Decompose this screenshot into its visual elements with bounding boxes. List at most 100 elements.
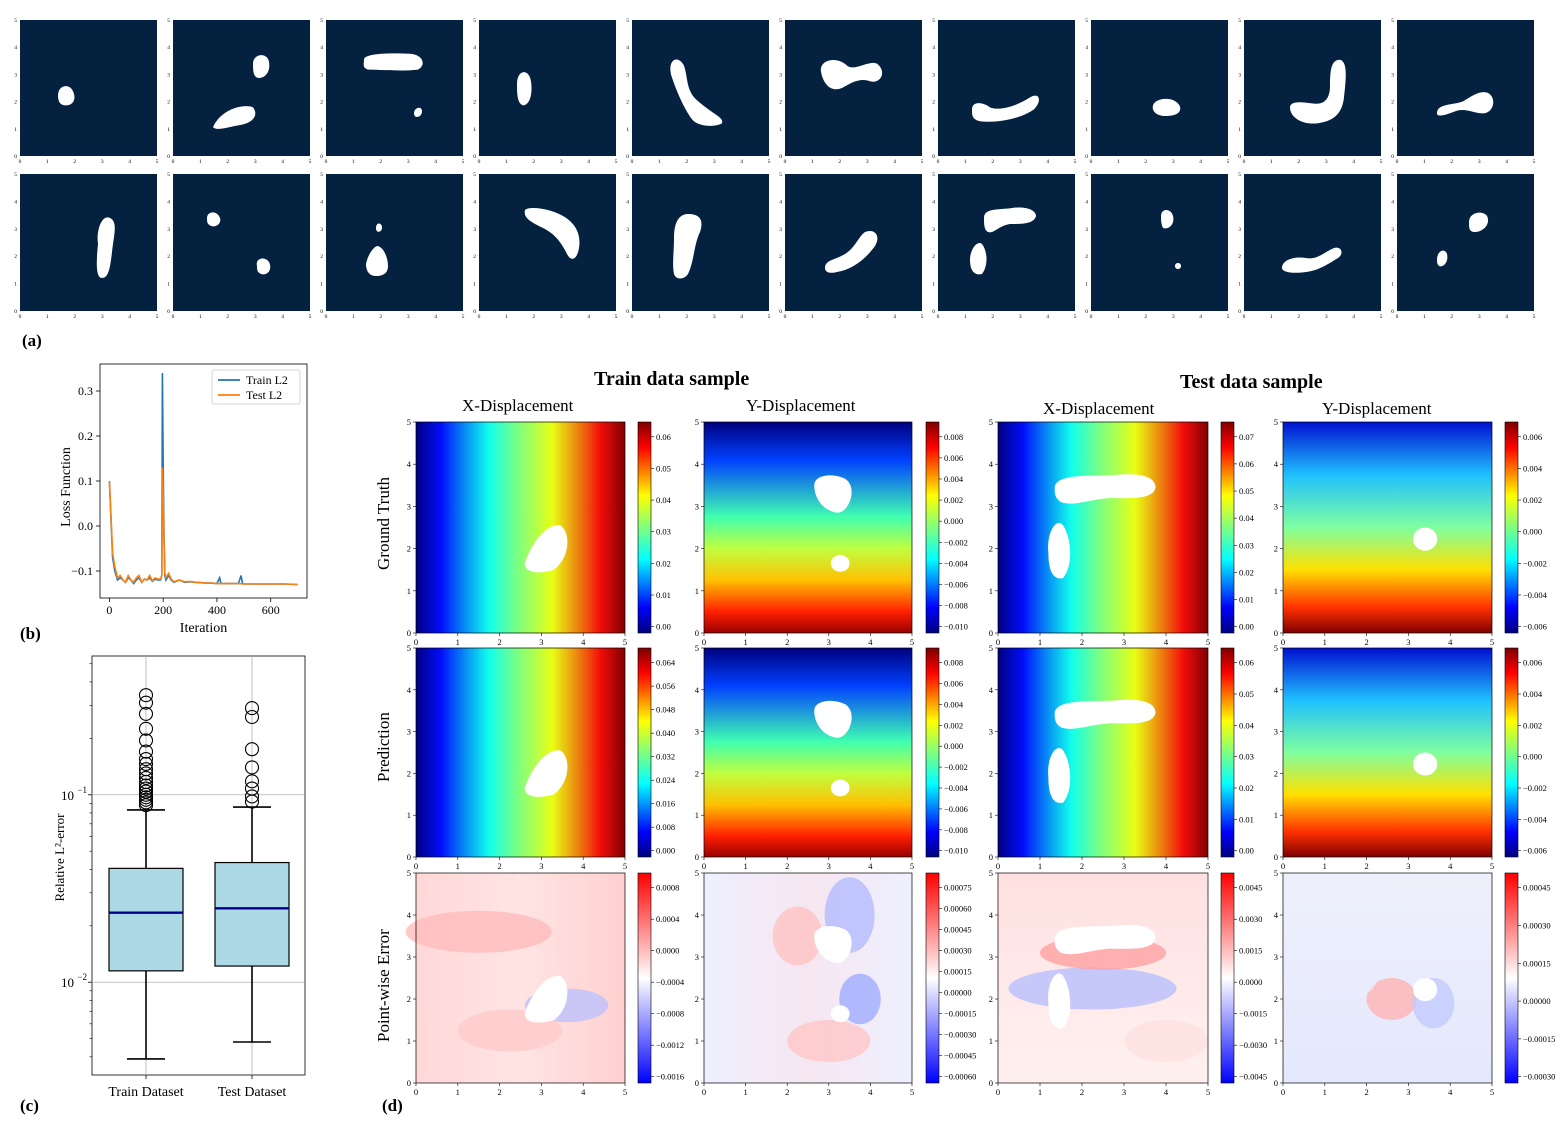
y-tick-label: 3 (1274, 952, 1278, 962)
outlier-point (138, 752, 154, 767)
colorbar-tick-label: −0.0045 (1239, 1072, 1267, 1082)
field-frame (997, 872, 1209, 1084)
inclusion-shape (363, 53, 423, 71)
thumbnail-background (938, 20, 1075, 156)
x-tick-label: 0 (784, 314, 787, 320)
y-tick-label: 5 (1274, 868, 1278, 878)
x-tick-label: 4 (581, 1087, 586, 1097)
y-tick-label: 3 (1391, 72, 1394, 78)
y-tick-label: 3 (1238, 72, 1241, 78)
x-tick-label: 2 (73, 314, 76, 320)
field-panel-prediction-4: 00 1 1 2 2 3 3 4 4 5 5 0.006 0.004 0.002 0.000 −0.002 −0… (1274, 643, 1548, 871)
thumbnail-background (1397, 20, 1534, 156)
field-panel-prediction-1: 00 1 1 2 2 3 3 4 4 5 5 0.064 0.056 0.048 0.040 0.032 0.0… (407, 643, 676, 871)
inclusion-shape (1161, 210, 1174, 229)
y-tick-label: 3 (1274, 501, 1278, 511)
x-tick-label: 0 (1090, 159, 1093, 165)
y-tick-label: 2 (695, 768, 699, 778)
y-tick-label: 1 (473, 282, 476, 288)
x-tick-label: 5 (156, 314, 159, 320)
outlier-point (138, 770, 154, 785)
y-tick-label: 2 (407, 994, 411, 1004)
shape-thumbnail-8: 00 1 1 2 2 3 3 4 4 5 5 (1085, 18, 1229, 165)
y-tick-label: 3 (167, 227, 170, 233)
y-tick-label: 4 (932, 45, 935, 51)
y-tick-label: 3 (407, 952, 411, 962)
x-tick-label: 0 (702, 861, 706, 871)
shape-thumbnail-17: 00 1 1 2 2 3 3 4 4 5 5 (932, 172, 1076, 320)
shape-thumbnail-3: 00 1 1 2 2 3 3 4 4 5 5 (320, 18, 464, 165)
thumbnail-background (20, 174, 157, 311)
x-tick-label: 0 (996, 1087, 1000, 1097)
x-tick-label: 4 (1199, 159, 1202, 165)
inclusion-shape (1282, 247, 1342, 273)
y-tick-label: 4 (1391, 199, 1394, 205)
field-overlay (998, 648, 1208, 857)
y-tick-label: 1 (1238, 282, 1241, 288)
y-tick-label: 5 (626, 172, 629, 178)
x-tick-label: 0 (19, 159, 22, 165)
y-tick-label: 1 (695, 810, 699, 820)
y-tick-label: 0 (695, 1078, 699, 1088)
thumbnail-background (1397, 174, 1534, 311)
y-tick-label: 10 (61, 975, 74, 990)
x-tick-label: 0 (478, 159, 481, 165)
x-tick-label: 1 (811, 314, 814, 320)
x-tick-label: 4 (868, 1087, 873, 1097)
x-tick-label: 4 (581, 861, 586, 871)
y-tick-label: 3 (932, 227, 935, 233)
col-title-train-y: Y-Displacement (746, 396, 856, 415)
y-tick-label: 1 (779, 127, 782, 133)
inclusion-shape (673, 214, 702, 279)
shape-thumbnail-1: 00 1 1 2 2 3 3 4 4 5 5 (14, 18, 158, 165)
field-panel-ground-truth-4: 00 1 1 2 2 3 3 4 4 5 5 0.006 0.004 0.002 0.000 −0.002 −0… (1274, 417, 1548, 647)
panel-label-d: (d) (382, 1096, 403, 1115)
x-tick-label: 0 (996, 861, 1000, 871)
x-tick-label: 4 (1448, 1087, 1453, 1097)
x-tick-label: 3 (1406, 861, 1410, 871)
x-tick-label: 0 (1281, 1087, 1285, 1097)
shape-thumbnail-7: 00 1 1 2 2 3 3 4 4 5 5 (932, 18, 1076, 165)
x-tick-label: 3 (1406, 637, 1410, 647)
x-tick-label: 3 (560, 314, 563, 320)
colorbar (1220, 647, 1235, 858)
y-tick-label: 2 (14, 254, 17, 260)
inclusion-hole (524, 525, 568, 573)
inclusion-shape (1437, 92, 1494, 116)
y-tick-label: 0 (1085, 309, 1088, 315)
y-tick-label: 1 (1085, 127, 1088, 133)
x-tick-label: 4 (1352, 314, 1355, 320)
panel-label-c: (c) (20, 1096, 39, 1115)
colorbar-tick-label: 0.03 (1239, 752, 1254, 762)
thumbnail-background (938, 174, 1075, 311)
x-tick-label: 1 (1423, 314, 1426, 320)
field-panel-point-wise-error-1: 00 1 1 2 2 3 3 4 4 5 5 0.0008 0.0004 0.0000 −0.0004 −0.… (405, 868, 685, 1097)
y-tick-label: 3 (1085, 227, 1088, 233)
colorbar-tick-label: −0.002 (944, 762, 968, 772)
colorbar-tick-label: 0.008 (656, 822, 675, 832)
outlier-point (138, 706, 154, 721)
y-tick-label: 4 (1238, 45, 1241, 51)
y-tick-label: 0 (695, 852, 699, 862)
x-tick-label: 4 (1448, 637, 1453, 647)
colorbar-tick-label: 0.004 (944, 474, 964, 484)
x-tick-label: 0 (702, 1087, 706, 1097)
x-tick-label: 1 (199, 314, 202, 320)
colorbar-tick-label: −0.010 (944, 846, 968, 856)
y-tick-label: 0 (473, 154, 476, 160)
y-tick-label: 4 (989, 685, 994, 695)
x-tick-label: 0 (106, 603, 112, 617)
y-tick-label: 0 (1238, 154, 1241, 160)
y-tick-label: 3 (14, 227, 17, 233)
shape-thumbnail-11: 00 1 1 2 2 3 3 4 4 5 5 (14, 172, 158, 320)
x-tick-label: 3 (827, 861, 831, 871)
y-tick-label: 4 (626, 199, 629, 205)
y-tick-label: 5 (473, 18, 476, 24)
y-tick-label: 3 (1085, 72, 1088, 78)
y-tick-label: 0.0 (78, 519, 93, 533)
y-tick-label: 5 (14, 18, 17, 24)
colorbar-tick-label: −0.00060 (944, 1072, 976, 1082)
x-tick-label: 4 (587, 159, 590, 165)
field-frame (703, 872, 913, 1084)
